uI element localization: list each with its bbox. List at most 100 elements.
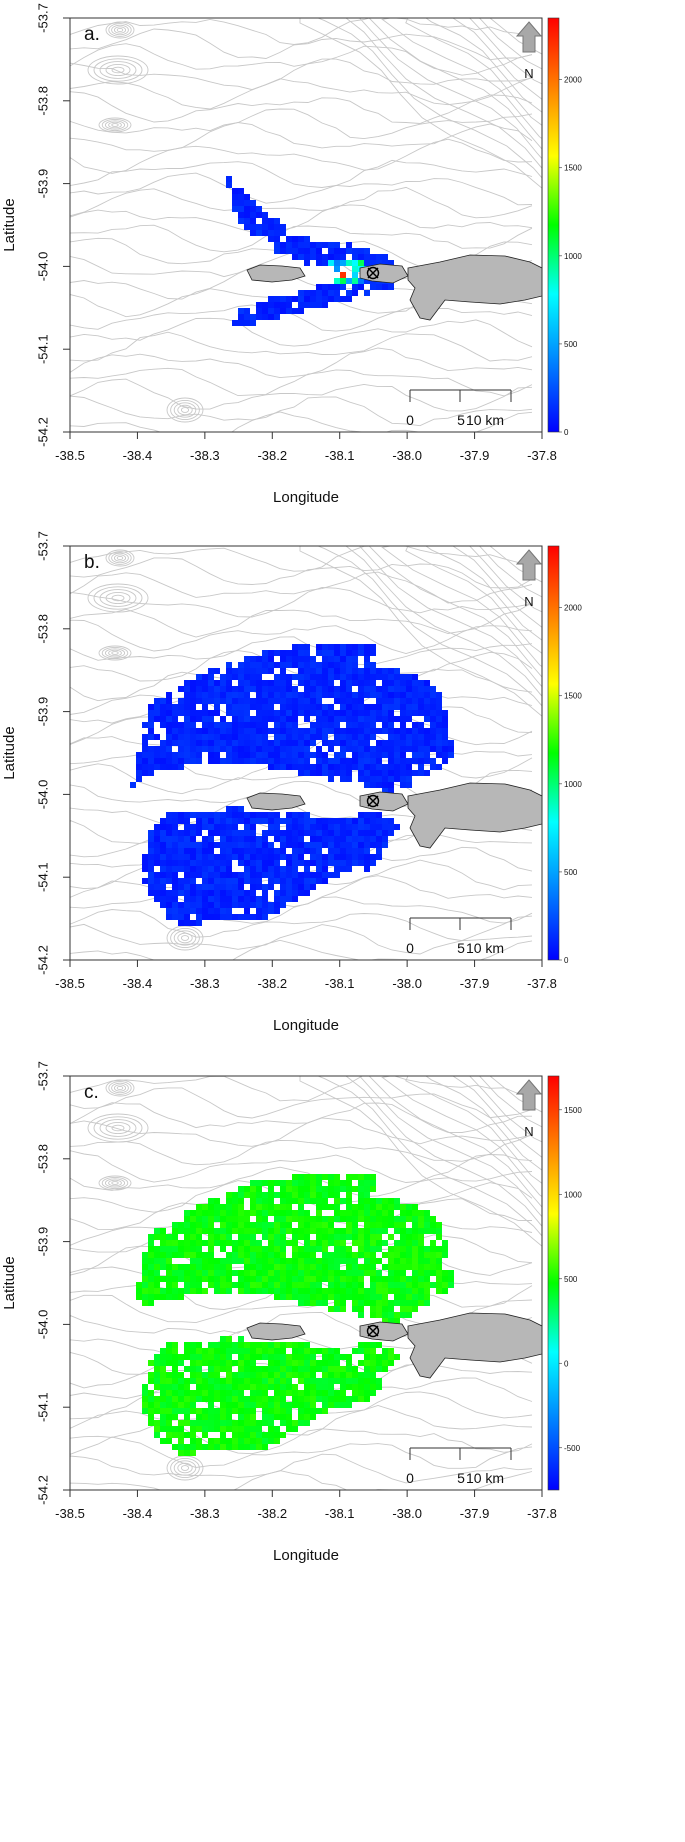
density-cell [226,674,232,680]
density-cell [286,1210,292,1216]
density-cell [202,1426,208,1432]
density-cell [190,698,196,704]
density-cell [268,848,274,854]
contour-line [70,587,533,618]
density-cell [376,1228,382,1234]
density-cell [346,1174,352,1180]
density-cell [280,242,286,248]
density-cell [286,1288,292,1294]
density-cell [232,830,238,836]
density-cell [226,872,232,878]
density-cell [244,866,250,872]
north-label: N [524,66,533,81]
density-cell [190,830,196,836]
density-cell [316,248,322,254]
density-cell [178,710,184,716]
density-cell [322,296,328,302]
density-cell [292,308,298,314]
density-cell [256,1282,262,1288]
density-cell [244,896,250,902]
density-cell [424,746,430,752]
density-cell [268,680,274,686]
density-cell [364,254,370,260]
density-cell [226,1420,232,1426]
density-cell [214,1282,220,1288]
seamount-contour [170,1457,200,1479]
density-cell [316,260,322,266]
density-cell [292,890,298,896]
density-cell [202,842,208,848]
density-cell [376,692,382,698]
density-cell [376,1216,382,1222]
density-cell [442,1252,448,1258]
density-cell [364,248,370,254]
density-cell [280,224,286,230]
x-tick-label: -38.1 [325,976,355,991]
density-cell [280,1282,286,1288]
density-cell [310,1378,316,1384]
density-cell [376,1240,382,1246]
density-cell [298,680,304,686]
contour-line [489,1076,542,1113]
density-cell [256,812,262,818]
x-tick-label: -38.2 [257,976,287,991]
density-cell [298,1366,304,1372]
density-cell [280,764,286,770]
land [246,1312,542,1379]
density-cell [322,770,328,776]
density-cell [322,1396,328,1402]
density-cell [226,1360,232,1366]
density-cell [304,860,310,866]
density-cell [340,1240,346,1246]
density-cell [202,902,208,908]
seamount-contour [93,586,143,610]
density-cell [286,728,292,734]
density-cell [286,764,292,770]
density-cell [304,254,310,260]
density-cell [334,644,340,650]
density-cell [382,1204,388,1210]
density-cell [352,764,358,770]
density-cell [322,1204,328,1210]
density-cell [208,872,214,878]
contour-line [381,18,542,140]
density-cell [250,230,256,236]
density-cell [250,830,256,836]
density-cell [232,710,238,716]
colorbar-tick-label: 1500 [564,692,582,701]
density-cell [280,1420,286,1426]
density-cell [214,908,220,914]
density-cell [280,902,286,908]
density-cell [352,644,358,650]
density-cell [358,1390,364,1396]
density-cell [304,1348,310,1354]
density-cell [256,1402,262,1408]
density-cell [208,1252,214,1258]
density-cell [256,1204,262,1210]
density-cell [316,1300,322,1306]
density-cell [352,1282,358,1288]
density-cell [250,716,256,722]
density-cell [376,824,382,830]
density-cell [226,914,232,920]
density-cell [232,692,238,698]
density-cell [268,1240,274,1246]
density-cell [262,1372,268,1378]
density-cell [292,1240,298,1246]
density-cell [334,1228,340,1234]
density-cell [256,854,262,860]
density-cell [298,1174,304,1180]
density-cell [334,266,340,272]
density-cell [238,1378,244,1384]
density-cell [370,1258,376,1264]
density-cell [328,1282,334,1288]
density-cell [280,836,286,842]
density-cell [244,224,250,230]
density-cell [142,1282,148,1288]
density-cell [220,1288,226,1294]
density-cell [220,716,226,722]
density-cell [346,764,352,770]
density-cell [166,1348,172,1354]
density-cell [160,1228,166,1234]
